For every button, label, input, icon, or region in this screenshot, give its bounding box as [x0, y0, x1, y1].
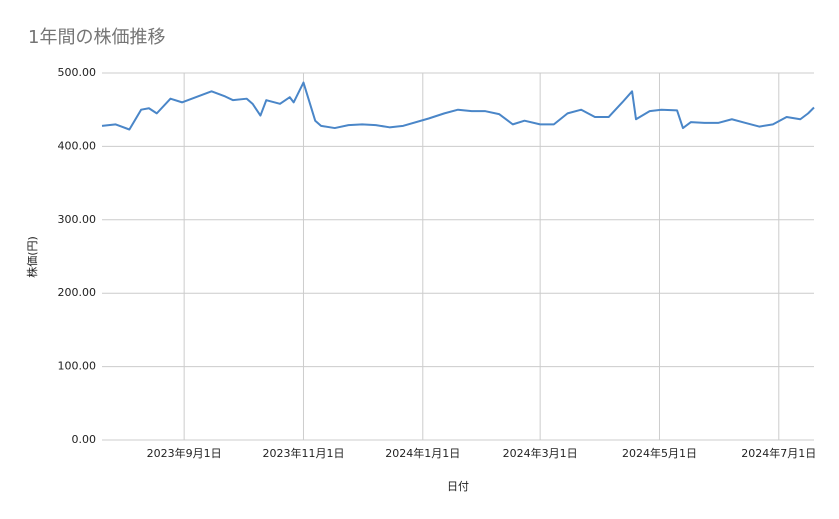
y-tick-label: 200.00 [58, 286, 97, 299]
y-tick-label: 0.00 [72, 433, 97, 446]
chart-title: 1年間の株価推移 [28, 27, 165, 48]
y-tick-label: 300.00 [58, 213, 97, 226]
data-line [101, 81, 815, 131]
x-tick-label: 2023年11月1日 [262, 446, 344, 460]
y-tick-label: 100.00 [58, 360, 97, 373]
y-tick-label: 500.00 [58, 66, 97, 79]
y-tick-label: 400.00 [58, 139, 97, 152]
x-tick-label: 2024年5月1日 [622, 446, 697, 460]
y-axis-label: 株価(円) [25, 236, 39, 278]
x-axis-label: 日付 [447, 480, 469, 493]
x-tick-label: 2023年9月1日 [147, 446, 222, 460]
x-tick-label: 2024年7月1日 [741, 446, 816, 460]
x-tick-label: 2024年1月1日 [385, 446, 460, 460]
x-tick-label: 2024年3月1日 [503, 446, 578, 460]
